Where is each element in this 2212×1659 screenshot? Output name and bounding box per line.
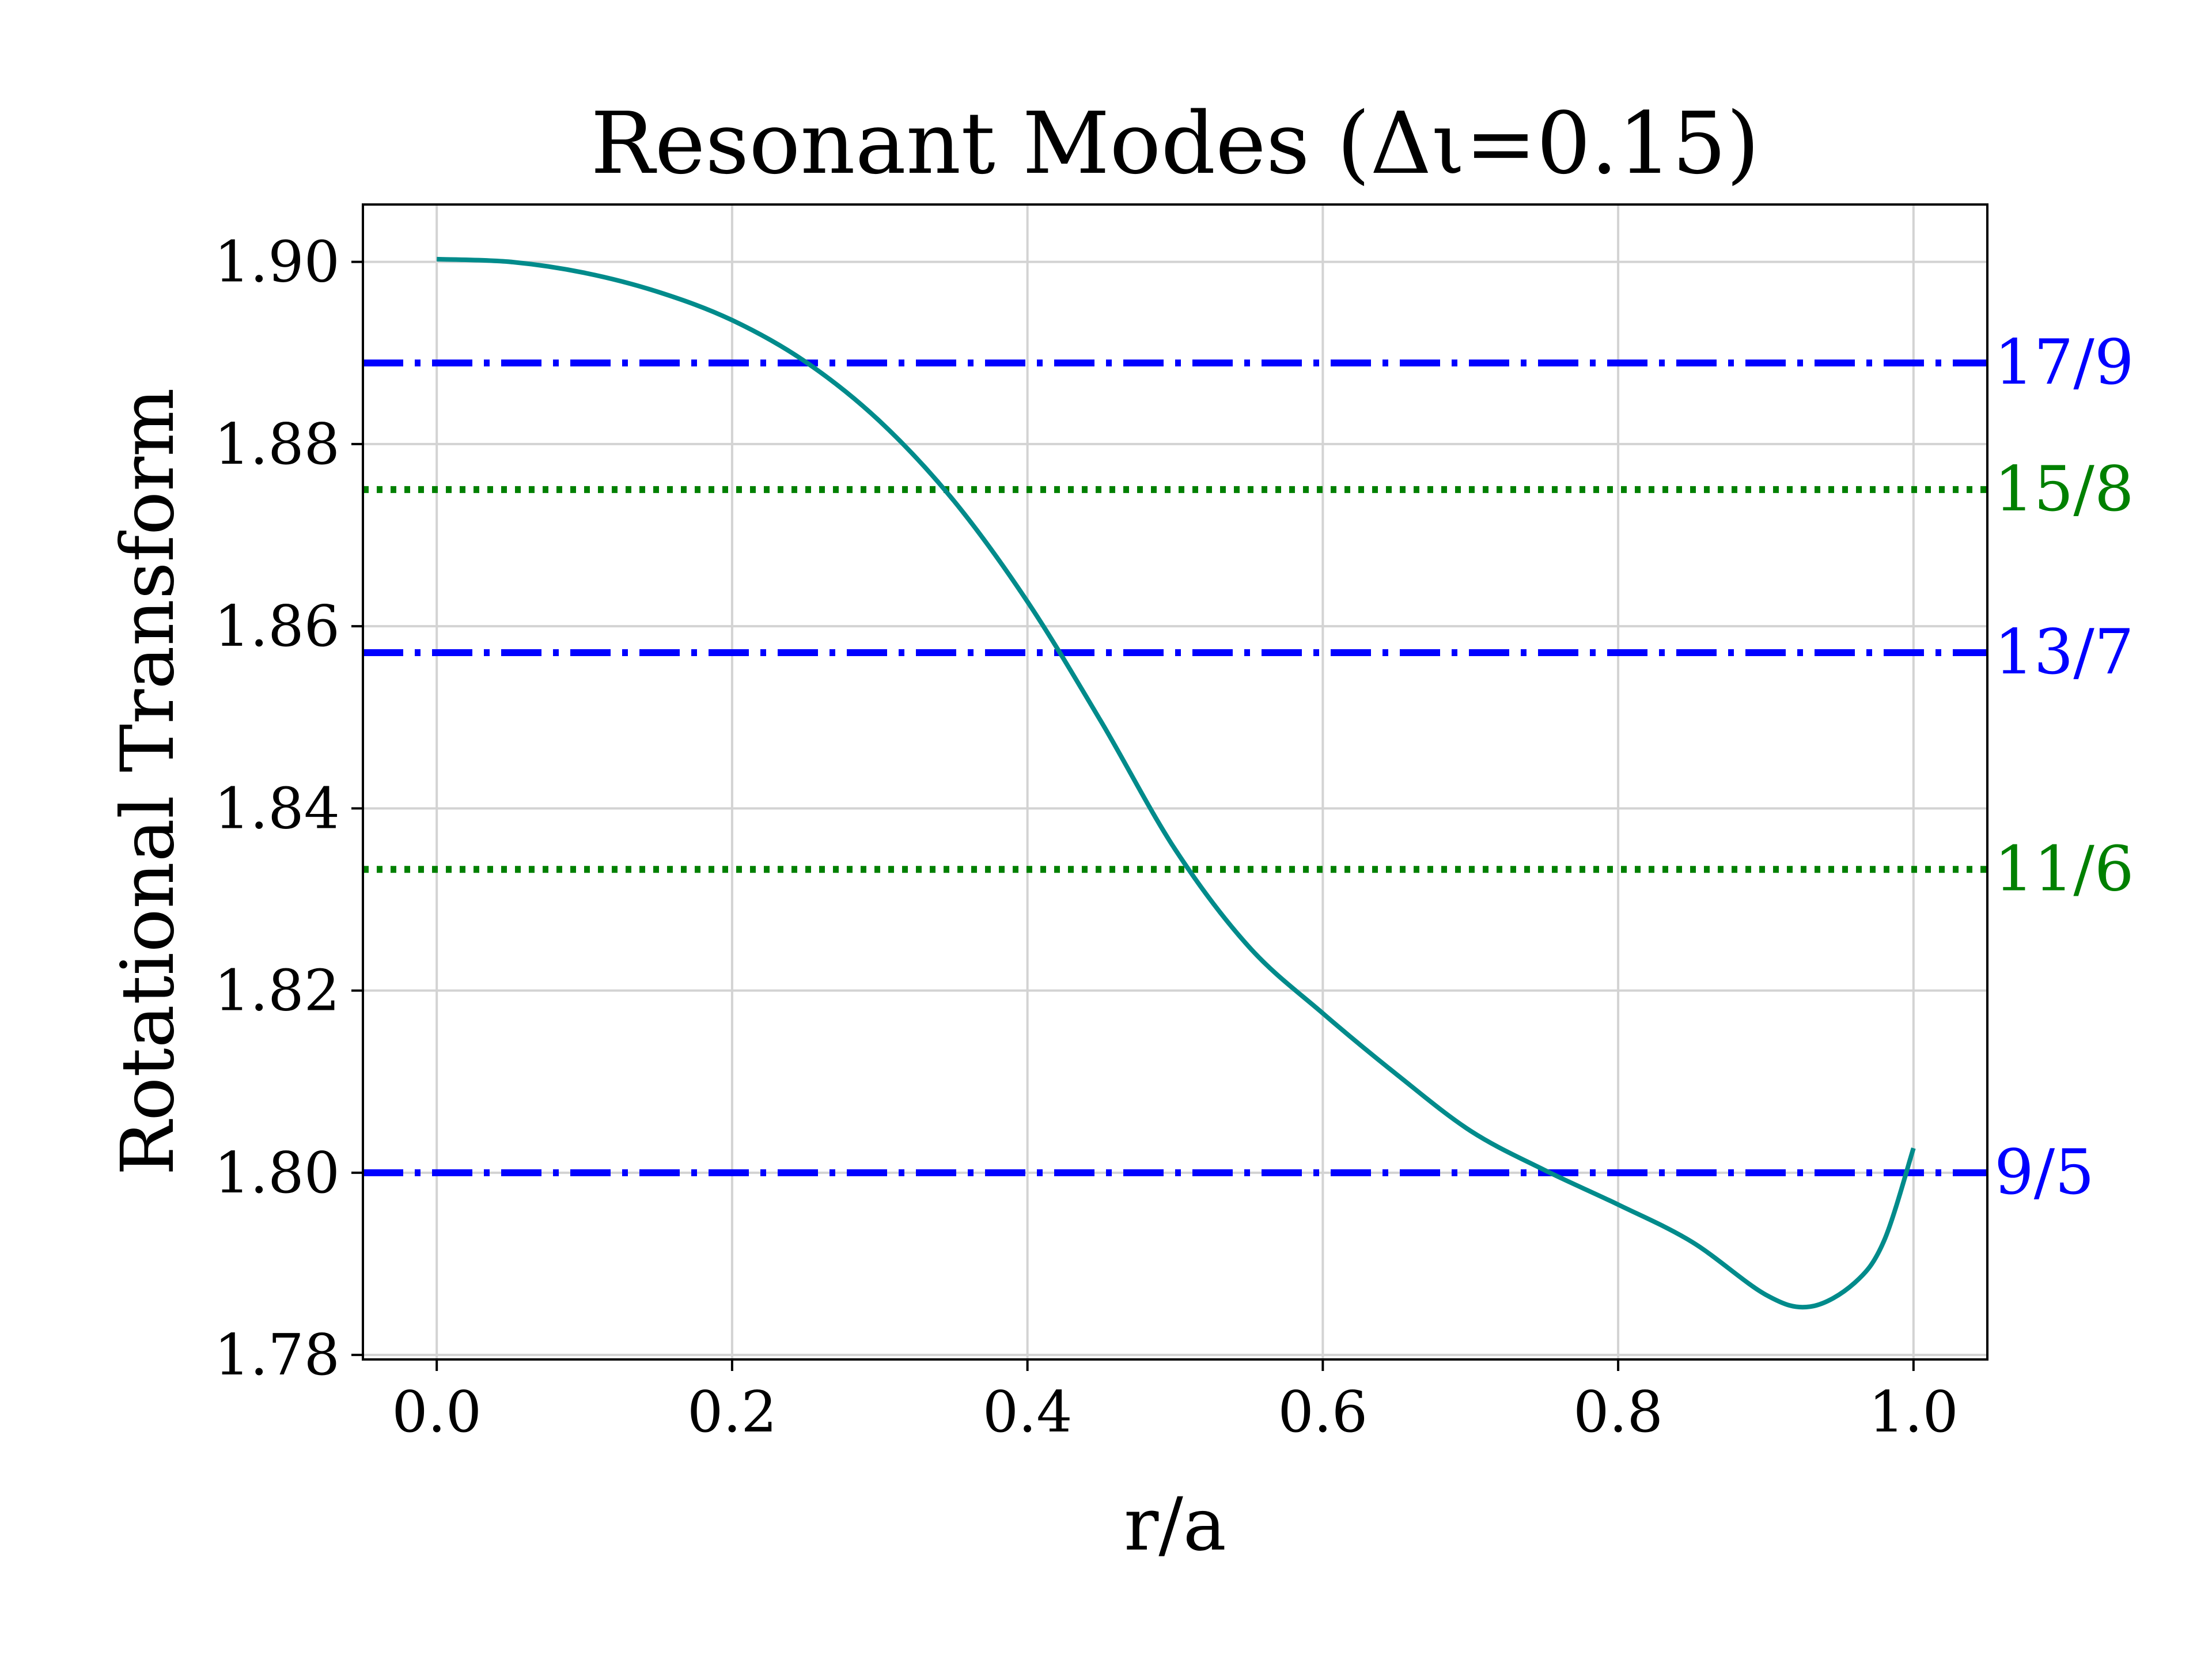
y-axis-label: Rotational Transform [105, 388, 190, 1175]
y-tick-label: 1.84 [214, 776, 340, 842]
data-point [1175, 849, 1176, 850]
rotational-transform-curve [437, 256, 1916, 1310]
data-point [584, 272, 585, 273]
y-tick-label: 1.90 [214, 230, 340, 296]
series-layer [437, 256, 1916, 1310]
y-tick-label: 1.78 [214, 1323, 340, 1388]
x-tick-label: 1.0 [1869, 1380, 1959, 1445]
data-point [1913, 1148, 1914, 1149]
x-tick-label: 0.4 [983, 1380, 1073, 1445]
mode-label-15-8: 15/8 [1994, 453, 2134, 525]
x-tick-label: 0.0 [392, 1380, 482, 1445]
mode-lines [363, 359, 1987, 1176]
data-point [953, 500, 954, 501]
y-tick-label: 1.86 [214, 594, 340, 660]
x-tick-label: 0.2 [687, 1380, 777, 1445]
x-tick-label: 0.6 [1278, 1380, 1368, 1445]
y-tick-label: 1.88 [214, 412, 340, 478]
chart-title: Resonant Modes (Δι=0.15) [590, 94, 1759, 193]
y-tick-label: 1.82 [214, 959, 340, 1024]
mode-label-13-7: 13/7 [1994, 616, 2134, 688]
mode-labels: 17/9 15/8 13/7 11/6 9/5 [1994, 327, 2134, 1209]
x-axis-ticks: 0.0 0.2 0.4 0.6 0.8 1.0 [392, 1359, 1959, 1445]
x-axis-label: r/a [1124, 1482, 1226, 1567]
data-point [1027, 601, 1028, 602]
x-tick-label: 0.8 [1573, 1380, 1663, 1445]
mode-label-9-5: 9/5 [1994, 1137, 2094, 1209]
data-point [1396, 1074, 1397, 1075]
mode-label-17-9: 17/9 [1994, 327, 2134, 399]
plot-frame [362, 203, 1988, 1361]
y-tick-label: 1.80 [214, 1141, 340, 1206]
mode-label-11-6: 11/6 [1994, 833, 2134, 905]
grid [363, 204, 1987, 1359]
y-axis-ticks: 1.78 1.80 1.82 1.84 1.86 1.88 1.90 [214, 230, 363, 1388]
